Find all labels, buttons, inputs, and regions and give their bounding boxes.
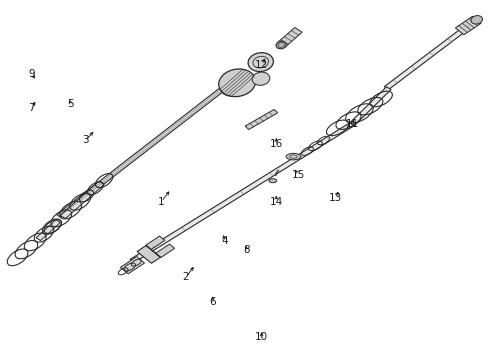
Text: 16: 16 <box>269 139 283 149</box>
Polygon shape <box>384 18 478 90</box>
Text: 3: 3 <box>82 135 89 145</box>
Text: 2: 2 <box>182 272 189 282</box>
Polygon shape <box>130 122 353 263</box>
Text: 4: 4 <box>221 236 228 246</box>
Ellipse shape <box>220 78 244 96</box>
Polygon shape <box>145 236 164 249</box>
Ellipse shape <box>268 179 276 183</box>
Text: 6: 6 <box>209 297 216 307</box>
Text: 1: 1 <box>158 197 164 207</box>
Polygon shape <box>349 87 390 126</box>
Polygon shape <box>60 181 104 219</box>
Text: 11: 11 <box>345 119 358 129</box>
Ellipse shape <box>247 53 273 72</box>
Polygon shape <box>120 257 144 274</box>
Ellipse shape <box>276 41 285 49</box>
Ellipse shape <box>285 153 300 160</box>
Text: 10: 10 <box>255 332 267 342</box>
Polygon shape <box>454 16 480 35</box>
Text: 7: 7 <box>28 103 35 113</box>
Text: 12: 12 <box>254 60 268 70</box>
Text: 14: 14 <box>269 197 283 207</box>
Polygon shape <box>244 109 277 130</box>
Text: 5: 5 <box>67 99 74 109</box>
Ellipse shape <box>218 69 255 96</box>
Polygon shape <box>57 71 246 217</box>
Polygon shape <box>277 27 302 47</box>
Text: 15: 15 <box>291 170 305 180</box>
Ellipse shape <box>252 72 269 85</box>
Text: 8: 8 <box>243 245 250 255</box>
Polygon shape <box>137 246 160 263</box>
Polygon shape <box>36 220 61 240</box>
Ellipse shape <box>470 15 482 24</box>
Text: 9: 9 <box>28 69 35 79</box>
Text: 13: 13 <box>327 193 341 203</box>
Polygon shape <box>155 244 174 257</box>
